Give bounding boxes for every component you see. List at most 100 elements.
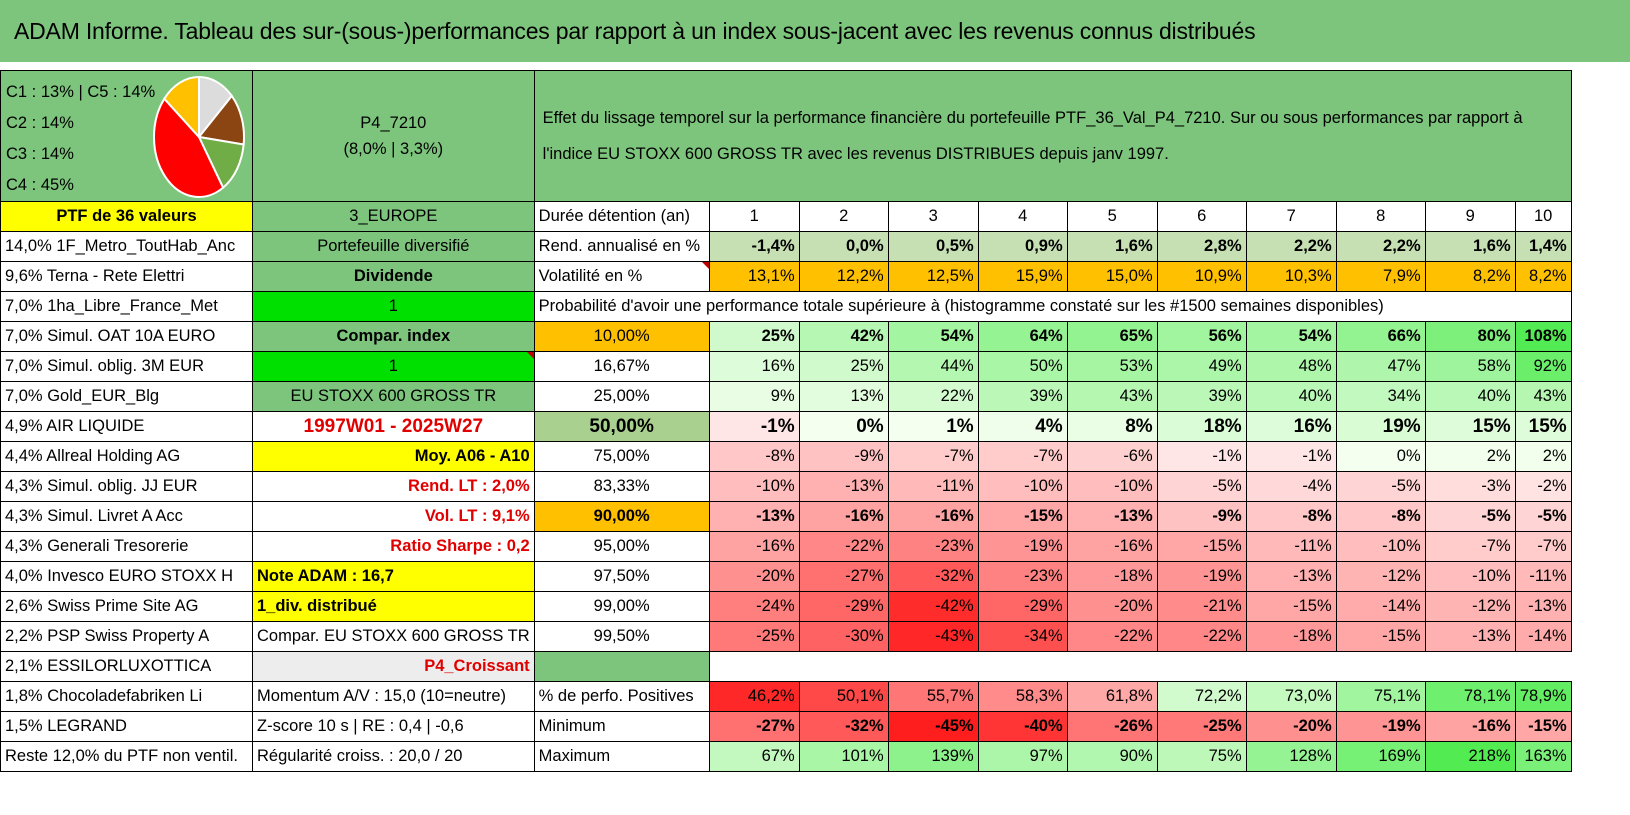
value-cell: 39% — [977, 381, 1068, 412]
value-cell: 16% — [708, 351, 800, 382]
value-cell: 34% — [1335, 381, 1426, 412]
value-cell: -10% — [1066, 471, 1158, 502]
value-cell: -5% — [1335, 471, 1426, 502]
value-cell: -10% — [1335, 531, 1426, 562]
year-header: 10 — [1514, 201, 1572, 232]
value-cell: 218% — [1424, 741, 1516, 772]
year-header: 4 — [977, 201, 1068, 232]
holding-row: 7,0% 1ha_Libre_France_Met — [0, 291, 253, 322]
value-cell: 12,5% — [887, 261, 979, 292]
probability-level: 50,00% — [533, 411, 710, 442]
value-cell: 8% — [1066, 411, 1158, 442]
value-cell: 25% — [798, 351, 889, 382]
value-cell: -18% — [1066, 561, 1158, 592]
value-cell: -19% — [1156, 561, 1247, 592]
value-cell: 16% — [1245, 411, 1337, 442]
value-cell: 40% — [1245, 381, 1337, 412]
value-cell: 10,9% — [1156, 261, 1247, 292]
value-cell: 9% — [708, 381, 800, 412]
value-cell: 58,3% — [977, 681, 1068, 712]
info-cell: 1 — [252, 351, 535, 382]
value-cell: 50% — [977, 351, 1068, 382]
value-cell: -43% — [887, 621, 979, 652]
info-cell: 1997W01 - 2025W27 — [252, 411, 535, 442]
holding-row: 4,3% Simul. Livret A Acc — [0, 501, 253, 532]
value-cell: -16% — [1066, 531, 1158, 562]
value-cell: -25% — [708, 621, 800, 652]
value-cell: -7% — [1424, 531, 1516, 562]
value-cell: -9% — [1156, 501, 1247, 532]
value-cell: -1% — [1245, 441, 1337, 472]
value-cell: -16% — [887, 501, 979, 532]
pie-slice-c2 — [197, 94, 245, 146]
value-cell: 43% — [1514, 381, 1572, 412]
value-cell: 49% — [1156, 351, 1247, 382]
probability-title: Probabilité d'avoir une performance tota… — [533, 291, 1572, 322]
spacer-cell — [709, 652, 1571, 682]
value-cell: -20% — [1066, 591, 1158, 622]
value-cell: 2% — [1514, 441, 1572, 472]
value-cell: 169% — [1335, 741, 1426, 772]
value-cell: -40% — [977, 711, 1068, 742]
value-cell: -13% — [1066, 501, 1158, 532]
info-cell: Compar. index — [252, 321, 535, 352]
value-cell: 75,1% — [1335, 681, 1426, 712]
value-cell: -16% — [1424, 711, 1516, 742]
value-cell: 72,2% — [1156, 681, 1247, 712]
info-cell: Ratio Sharpe : 0,2 — [252, 531, 535, 562]
value-cell: -15% — [1156, 531, 1247, 562]
value-cell: 15% — [1424, 411, 1516, 442]
year-header: 2 — [798, 201, 889, 232]
holding-row: 2,6% Swiss Prime Site AG — [0, 591, 253, 622]
holding-row: 4,0% Invesco EURO STOXX H — [0, 561, 253, 592]
value-cell: 75% — [1156, 741, 1247, 772]
value-cell: -19% — [1335, 711, 1426, 742]
value-cell: 73,0% — [1245, 681, 1337, 712]
holding-row: Reste 12,0% du PTF non ventil. — [0, 741, 253, 772]
value-cell: -10% — [1424, 561, 1516, 592]
value-cell: -14% — [1335, 591, 1426, 622]
value-cell: 0,5% — [887, 231, 979, 262]
spacer-cell — [533, 651, 710, 682]
value-cell: -13% — [708, 501, 800, 532]
holding-row: 2,1% ESSILORLUXOTTICA — [0, 651, 253, 682]
info-cell: Vol. LT : 9,1% — [252, 501, 535, 532]
value-cell: -22% — [1066, 621, 1158, 652]
rend-label: Rend. annualisé en % — [533, 231, 710, 262]
value-cell: -22% — [798, 531, 889, 562]
value-cell: 92% — [1514, 351, 1572, 382]
probability-level: 97,50% — [533, 561, 710, 592]
minimum-label: Minimum — [533, 711, 710, 742]
holding-row: 1,8% Chocoladefabriken Li — [0, 681, 253, 712]
value-cell: 1,6% — [1066, 231, 1158, 262]
page-title: ADAM Informe. Tableau des sur-(sous-)per… — [0, 0, 1630, 62]
probability-level: 90,00% — [533, 501, 710, 532]
value-cell: 15,9% — [977, 261, 1068, 292]
year-header: 3 — [887, 201, 979, 232]
value-cell: -11% — [1245, 531, 1337, 562]
vol-label: Volatilité en % — [533, 261, 710, 292]
value-cell: -9% — [798, 441, 889, 472]
year-header: 6 — [1156, 201, 1247, 232]
value-cell: 163% — [1514, 741, 1572, 772]
value-cell: 78,9% — [1514, 681, 1572, 712]
value-cell: -32% — [798, 711, 889, 742]
value-cell: -15% — [1335, 621, 1426, 652]
pie-chart — [153, 75, 245, 198]
value-cell: 50,1% — [798, 681, 889, 712]
value-cell: -5% — [1156, 471, 1247, 502]
value-cell: -7% — [977, 441, 1068, 472]
value-cell: -42% — [887, 591, 979, 622]
holding-row: 4,9% AIR LIQUIDE — [0, 411, 253, 442]
value-cell: -10% — [708, 471, 800, 502]
pie-legend-item: C4 : 45% — [6, 176, 74, 194]
value-cell: 64% — [977, 321, 1068, 352]
value-cell: 54% — [887, 321, 979, 352]
value-cell: 1% — [887, 411, 979, 442]
value-cell: 15% — [1514, 411, 1572, 442]
info-cell: Momentum A/V : 15,0 (10=neutre) — [252, 681, 535, 712]
year-header: 5 — [1066, 201, 1158, 232]
holding-row: 9,6% Terna - Rete Elettri — [0, 261, 253, 292]
value-cell: 39% — [1156, 381, 1247, 412]
value-cell: -22% — [1156, 621, 1247, 652]
